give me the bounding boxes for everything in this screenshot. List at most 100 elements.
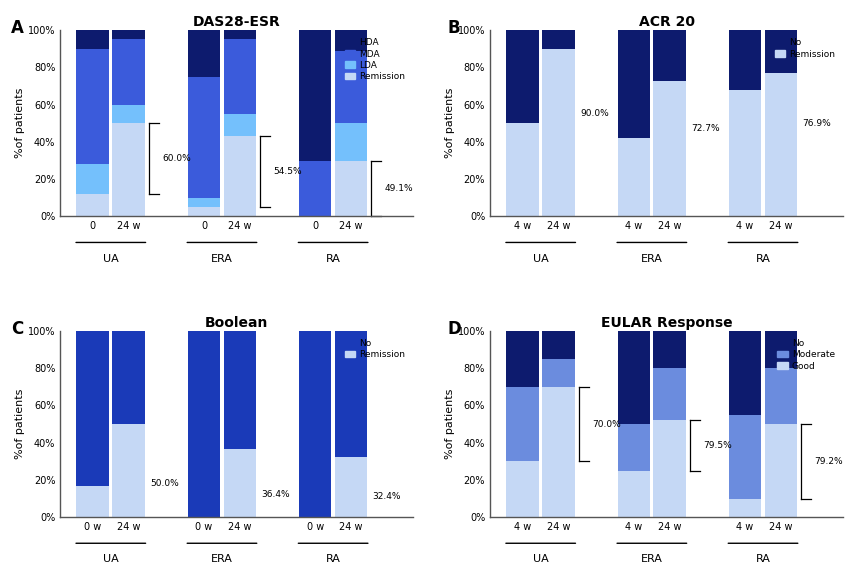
Bar — [77, 49, 109, 164]
Bar — [334, 457, 367, 517]
Text: C: C — [10, 320, 23, 338]
Bar — [542, 331, 574, 359]
Text: 49.1%: 49.1% — [384, 184, 412, 193]
Text: UA: UA — [102, 254, 119, 264]
Legend: No, Remission: No, Remission — [341, 335, 408, 363]
Bar — [77, 164, 109, 194]
Text: 90.0%: 90.0% — [579, 110, 609, 118]
Bar — [223, 331, 256, 449]
Y-axis label: %of patients: %of patients — [15, 88, 25, 159]
Bar — [505, 461, 538, 517]
Bar — [334, 51, 367, 123]
Bar — [223, 40, 256, 114]
Text: A: A — [10, 19, 23, 37]
Text: 72.7%: 72.7% — [691, 124, 719, 134]
Title: ACR 20: ACR 20 — [638, 15, 694, 29]
Legend: No, Remission: No, Remission — [770, 34, 838, 62]
Text: ERA: ERA — [641, 554, 662, 564]
Bar — [764, 30, 796, 73]
Text: 50.0%: 50.0% — [150, 479, 179, 488]
Bar — [77, 486, 109, 517]
Bar — [764, 73, 796, 216]
Bar — [112, 30, 145, 40]
Bar — [188, 77, 220, 198]
Bar — [299, 160, 331, 216]
Y-axis label: %of patients: %of patients — [444, 88, 455, 159]
Bar — [334, 123, 367, 160]
Bar — [542, 359, 574, 387]
Text: ERA: ERA — [641, 254, 662, 264]
Text: 36.4%: 36.4% — [261, 490, 290, 500]
Text: UA: UA — [532, 554, 548, 564]
Bar — [505, 123, 538, 216]
Bar — [112, 105, 145, 123]
Bar — [728, 331, 760, 415]
Bar — [188, 30, 220, 77]
Legend: No, Moderate, Good: No, Moderate, Good — [773, 335, 838, 374]
Bar — [542, 387, 574, 517]
Bar — [505, 387, 538, 461]
Y-axis label: %of patients: %of patients — [15, 389, 25, 459]
Bar — [505, 331, 538, 387]
Bar — [653, 81, 685, 216]
Text: 32.4%: 32.4% — [372, 492, 400, 501]
Bar — [112, 40, 145, 105]
Bar — [728, 30, 760, 90]
Bar — [653, 368, 685, 420]
Bar — [542, 30, 574, 49]
Bar — [299, 331, 331, 517]
Text: 79.2%: 79.2% — [814, 457, 842, 466]
Title: DAS28-ESR: DAS28-ESR — [193, 15, 280, 29]
Text: RA: RA — [325, 554, 340, 564]
Bar — [188, 331, 220, 517]
Title: EULAR Response: EULAR Response — [600, 316, 732, 330]
Bar — [223, 449, 256, 517]
Text: 54.5%: 54.5% — [273, 167, 301, 176]
Text: ERA: ERA — [211, 554, 232, 564]
Text: 79.5%: 79.5% — [703, 441, 731, 450]
Y-axis label: %of patients: %of patients — [444, 389, 455, 459]
Text: UA: UA — [532, 254, 548, 264]
Bar — [764, 368, 796, 424]
Bar — [728, 415, 760, 498]
Bar — [223, 136, 256, 216]
Bar — [653, 420, 685, 517]
Bar — [728, 498, 760, 517]
Bar — [77, 331, 109, 486]
Bar — [616, 331, 649, 424]
Legend: HDA, MDA, LDA, Remission: HDA, MDA, LDA, Remission — [341, 34, 408, 85]
Text: RA: RA — [325, 254, 340, 264]
Bar — [764, 331, 796, 368]
Bar — [728, 90, 760, 216]
Text: RA: RA — [755, 254, 770, 264]
Bar — [653, 30, 685, 81]
Bar — [223, 30, 256, 40]
Bar — [764, 424, 796, 517]
Bar — [188, 198, 220, 207]
Bar — [334, 30, 367, 51]
Text: 70.0%: 70.0% — [592, 420, 620, 429]
Bar — [542, 49, 574, 216]
Bar — [112, 331, 145, 424]
Bar — [112, 123, 145, 216]
Bar — [653, 331, 685, 368]
Text: B: B — [447, 19, 460, 37]
Bar — [334, 160, 367, 216]
Text: D: D — [447, 320, 461, 338]
Title: Boolean: Boolean — [205, 316, 268, 330]
Bar — [188, 207, 220, 216]
Text: 60.0%: 60.0% — [162, 154, 190, 163]
Text: RA: RA — [755, 554, 770, 564]
Bar — [223, 114, 256, 136]
Bar — [616, 470, 649, 517]
Text: UA: UA — [102, 554, 119, 564]
Bar — [616, 138, 649, 216]
Bar — [112, 424, 145, 517]
Text: 76.9%: 76.9% — [802, 119, 830, 128]
Bar — [334, 331, 367, 457]
Text: ERA: ERA — [211, 254, 232, 264]
Bar — [505, 30, 538, 123]
Bar — [616, 424, 649, 470]
Bar — [299, 30, 331, 160]
Bar — [77, 194, 109, 216]
